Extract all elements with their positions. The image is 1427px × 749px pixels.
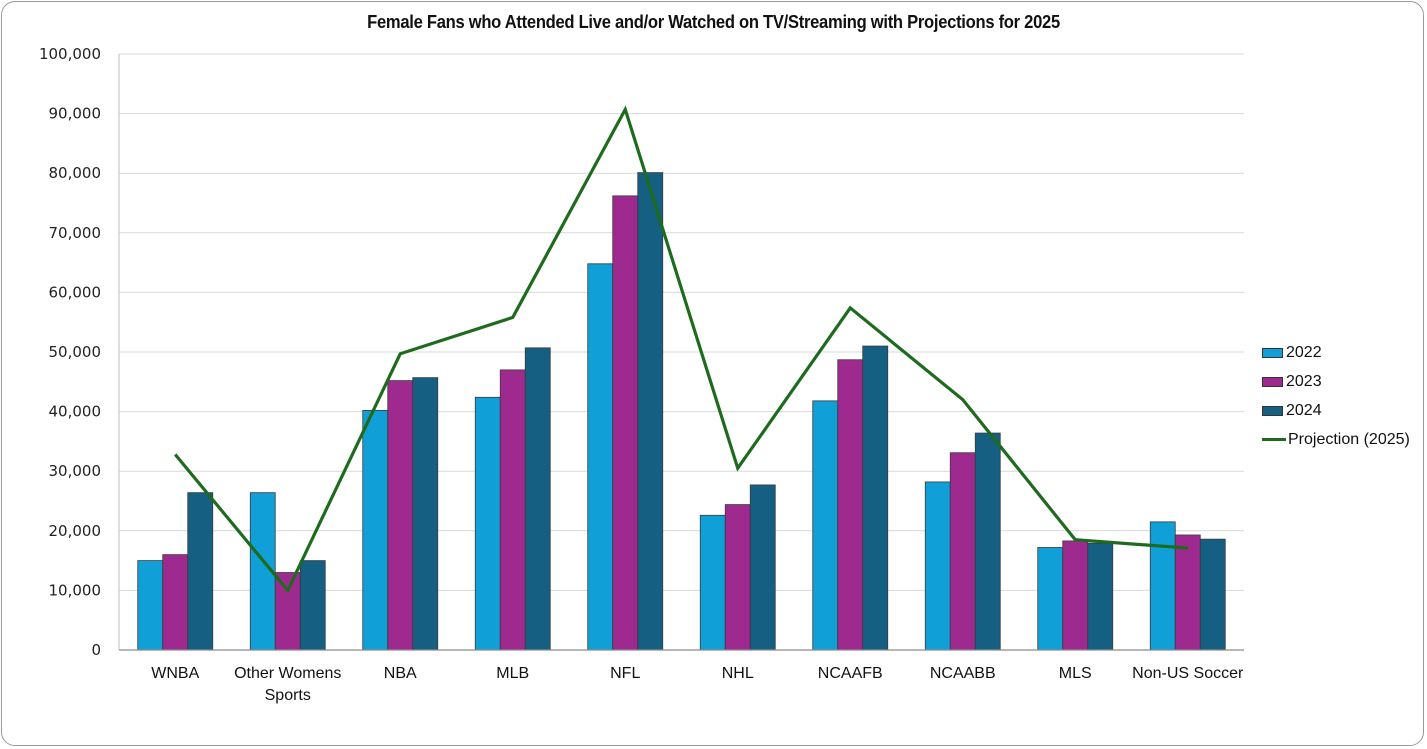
legend-label-projection: Projection (2025) [1288, 430, 1410, 448]
bar-2024-mlb [524, 347, 551, 651]
bar-2022-non-us-soccer [1149, 521, 1176, 651]
y-tick-label: 90,000 [49, 105, 102, 123]
bar-2023-nfl [612, 195, 639, 651]
y-tick-label: 60,000 [49, 283, 102, 301]
legend-label-2022: 2022 [1286, 343, 1322, 361]
x-tick-label: NBA [384, 665, 417, 682]
y-tick-label: 100,000 [39, 45, 101, 63]
bar-2022-nba [362, 410, 389, 651]
legend-swatch-2023 [1262, 376, 1283, 387]
bar-2024-nba [412, 377, 439, 651]
bar-2024-non-us-soccer [1199, 538, 1226, 651]
bar-2023-other-womens-sports [274, 572, 301, 651]
legend-item-2024: 2024 [1262, 396, 1410, 425]
x-tick-label: NFL [610, 665, 640, 682]
gridlines [119, 53, 1244, 591]
y-tick-label: 70,000 [49, 224, 102, 242]
legend-swatch-2022 [1262, 347, 1283, 358]
bar-2023-mls [1062, 540, 1089, 651]
bar-2024-nhl [749, 484, 776, 651]
bar-2024-wnba [187, 492, 214, 651]
chart-title: Female Fans who Attended Live and/or Wat… [367, 12, 1060, 32]
y-axis: 0 10,000 20,000 30,000 40,000 50,000 60,000 70,… [39, 45, 120, 659]
x-tick-label: Non-US Soccer [1132, 665, 1244, 682]
bar-2023-non-us-soccer [1174, 534, 1201, 651]
y-tick-label: 30,000 [49, 462, 102, 480]
x-tick-label: WNBA [151, 665, 199, 682]
legend-swatch-2024 [1262, 405, 1283, 416]
bar-2023-ncaafb [837, 359, 864, 651]
bar-2022-nhl [699, 514, 726, 651]
bar-2024-nfl [637, 172, 664, 651]
bar-2024-other-womens-sports [299, 560, 326, 651]
legend-label-2024: 2024 [1286, 401, 1322, 419]
legend-label-2023: 2023 [1286, 372, 1322, 390]
legend: 2022 2023 2024 Projection (2025) [1262, 338, 1410, 454]
bar-2022-ncaabb [924, 481, 951, 651]
bars [137, 172, 1226, 651]
y-tick-label: 10,000 [49, 581, 102, 599]
x-axis: WNBA Other Womens Sports NBA MLB NFL NHL NCAAFB… [119, 649, 1244, 704]
bar-2023-nba [387, 380, 414, 651]
bar-2022-wnba [137, 560, 164, 651]
bar-2023-mlb [499, 369, 526, 651]
y-tick-label: 40,000 [49, 403, 102, 421]
legend-item-2023: 2023 [1262, 367, 1410, 396]
bar-2024-ncaafb [862, 345, 889, 651]
x-tick-label: MLB [496, 665, 529, 682]
bar-2023-wnba [162, 554, 189, 651]
bar-2024-mls [1087, 542, 1114, 651]
x-tick-label: MLS [1059, 665, 1092, 682]
projection-line [174, 105, 1188, 594]
y-tick-label: 80,000 [49, 164, 102, 182]
legend-swatch-projection [1262, 438, 1286, 441]
bar-2023-ncaabb [949, 452, 976, 651]
bar-2022-mlb [474, 396, 501, 651]
bar-2022-mls [1037, 547, 1064, 651]
x-tick-label: NCAABB [930, 665, 996, 682]
y-tick-label: 50,000 [49, 343, 102, 361]
bar-2024-ncaabb [974, 432, 1001, 651]
x-tick-label: NHL [722, 665, 754, 682]
legend-item-projection: Projection (2025) [1262, 425, 1410, 454]
legend-item-2022: 2022 [1262, 338, 1410, 367]
bar-2022-nfl [587, 263, 614, 651]
x-tick-label: NCAAFB [818, 665, 883, 682]
bar-2022-ncaafb [812, 400, 839, 651]
y-tick-label: 0 [91, 641, 101, 659]
bar-2023-nhl [724, 504, 751, 651]
x-tick-label: Other Womens Sports [234, 665, 341, 704]
y-tick-label: 20,000 [49, 522, 102, 540]
projection-2025-line [174, 105, 1188, 594]
